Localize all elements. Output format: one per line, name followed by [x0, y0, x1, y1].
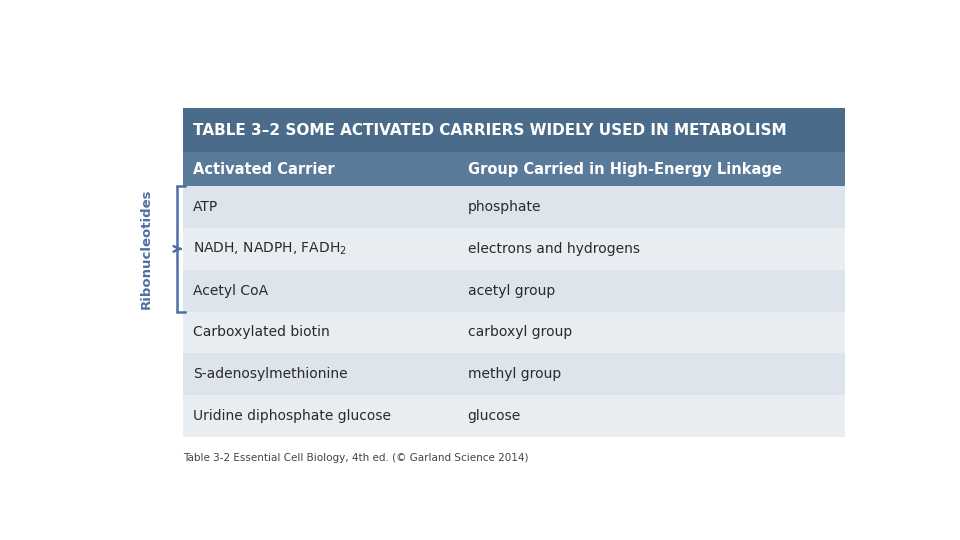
Text: ATP: ATP [193, 200, 218, 214]
Bar [183, 353, 846, 395]
Text: Acetyl CoA: Acetyl CoA [193, 284, 268, 298]
Text: Group Carried in High-Energy Linkage: Group Carried in High-Energy Linkage [468, 161, 781, 177]
Text: methyl group: methyl group [468, 367, 561, 381]
Bar [183, 312, 846, 353]
Text: phosphate: phosphate [468, 200, 541, 214]
Text: glucose: glucose [468, 409, 521, 423]
Text: S-adenosylmethionine: S-adenosylmethionine [193, 367, 348, 381]
Text: electrons and hydrogens: electrons and hydrogens [468, 242, 639, 256]
Text: Activated Carrier: Activated Carrier [193, 161, 334, 177]
Text: Table 3-2 Essential Cell Biology, 4th ed. (© Garland Science 2014): Table 3-2 Essential Cell Biology, 4th ed… [183, 453, 529, 463]
Bar [183, 395, 846, 437]
Bar [183, 270, 846, 312]
Text: acetyl group: acetyl group [468, 284, 555, 298]
Bar [183, 186, 846, 228]
Bar [183, 152, 846, 186]
Text: Uridine diphosphate glucose: Uridine diphosphate glucose [193, 409, 391, 423]
Text: carboxyl group: carboxyl group [468, 326, 572, 340]
Text: Carboxylated biotin: Carboxylated biotin [193, 326, 329, 340]
Text: Ribonucleotides: Ribonucleotides [139, 188, 153, 309]
Text: NADH, NADPH, FADH$_2$: NADH, NADPH, FADH$_2$ [193, 241, 347, 257]
Bar [183, 228, 846, 270]
Text: TABLE 3–2 SOME ACTIVATED CARRIERS WIDELY USED IN METABOLISM: TABLE 3–2 SOME ACTIVATED CARRIERS WIDELY… [193, 123, 786, 138]
Bar [183, 109, 846, 152]
